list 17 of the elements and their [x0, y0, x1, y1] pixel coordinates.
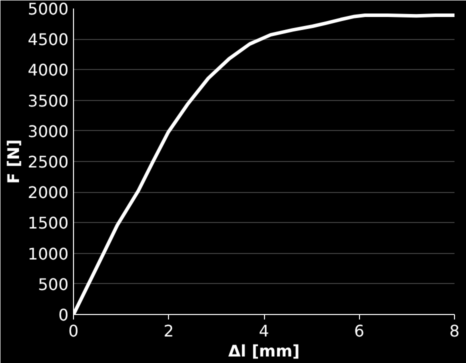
y-tick-label: 1000 — [28, 244, 68, 264]
y-tick-label: 3500 — [28, 91, 68, 110]
y-tick-label: 3000 — [28, 122, 68, 141]
y-axis-title: F [N] — [4, 139, 23, 184]
x-tick-label: 6 — [354, 322, 364, 340]
x-axis-title: Δl [mm] — [228, 342, 300, 360]
x-tick-label: 2 — [164, 322, 174, 340]
y-tick-label: 4000 — [28, 60, 68, 80]
x-tick-label: 4 — [258, 322, 270, 340]
y-tick-label: 4500 — [28, 30, 68, 50]
x-tick-label: 8 — [449, 322, 460, 340]
y-tick-label: 2500 — [28, 152, 68, 172]
y-tick-label: 5000 — [28, 0, 68, 18]
y-tick-label: 1500 — [28, 214, 68, 233]
y-tick-label: 0 — [58, 306, 69, 324]
y-tick-label: 500 — [38, 274, 69, 294]
y-tick-label: 2000 — [28, 183, 68, 202]
